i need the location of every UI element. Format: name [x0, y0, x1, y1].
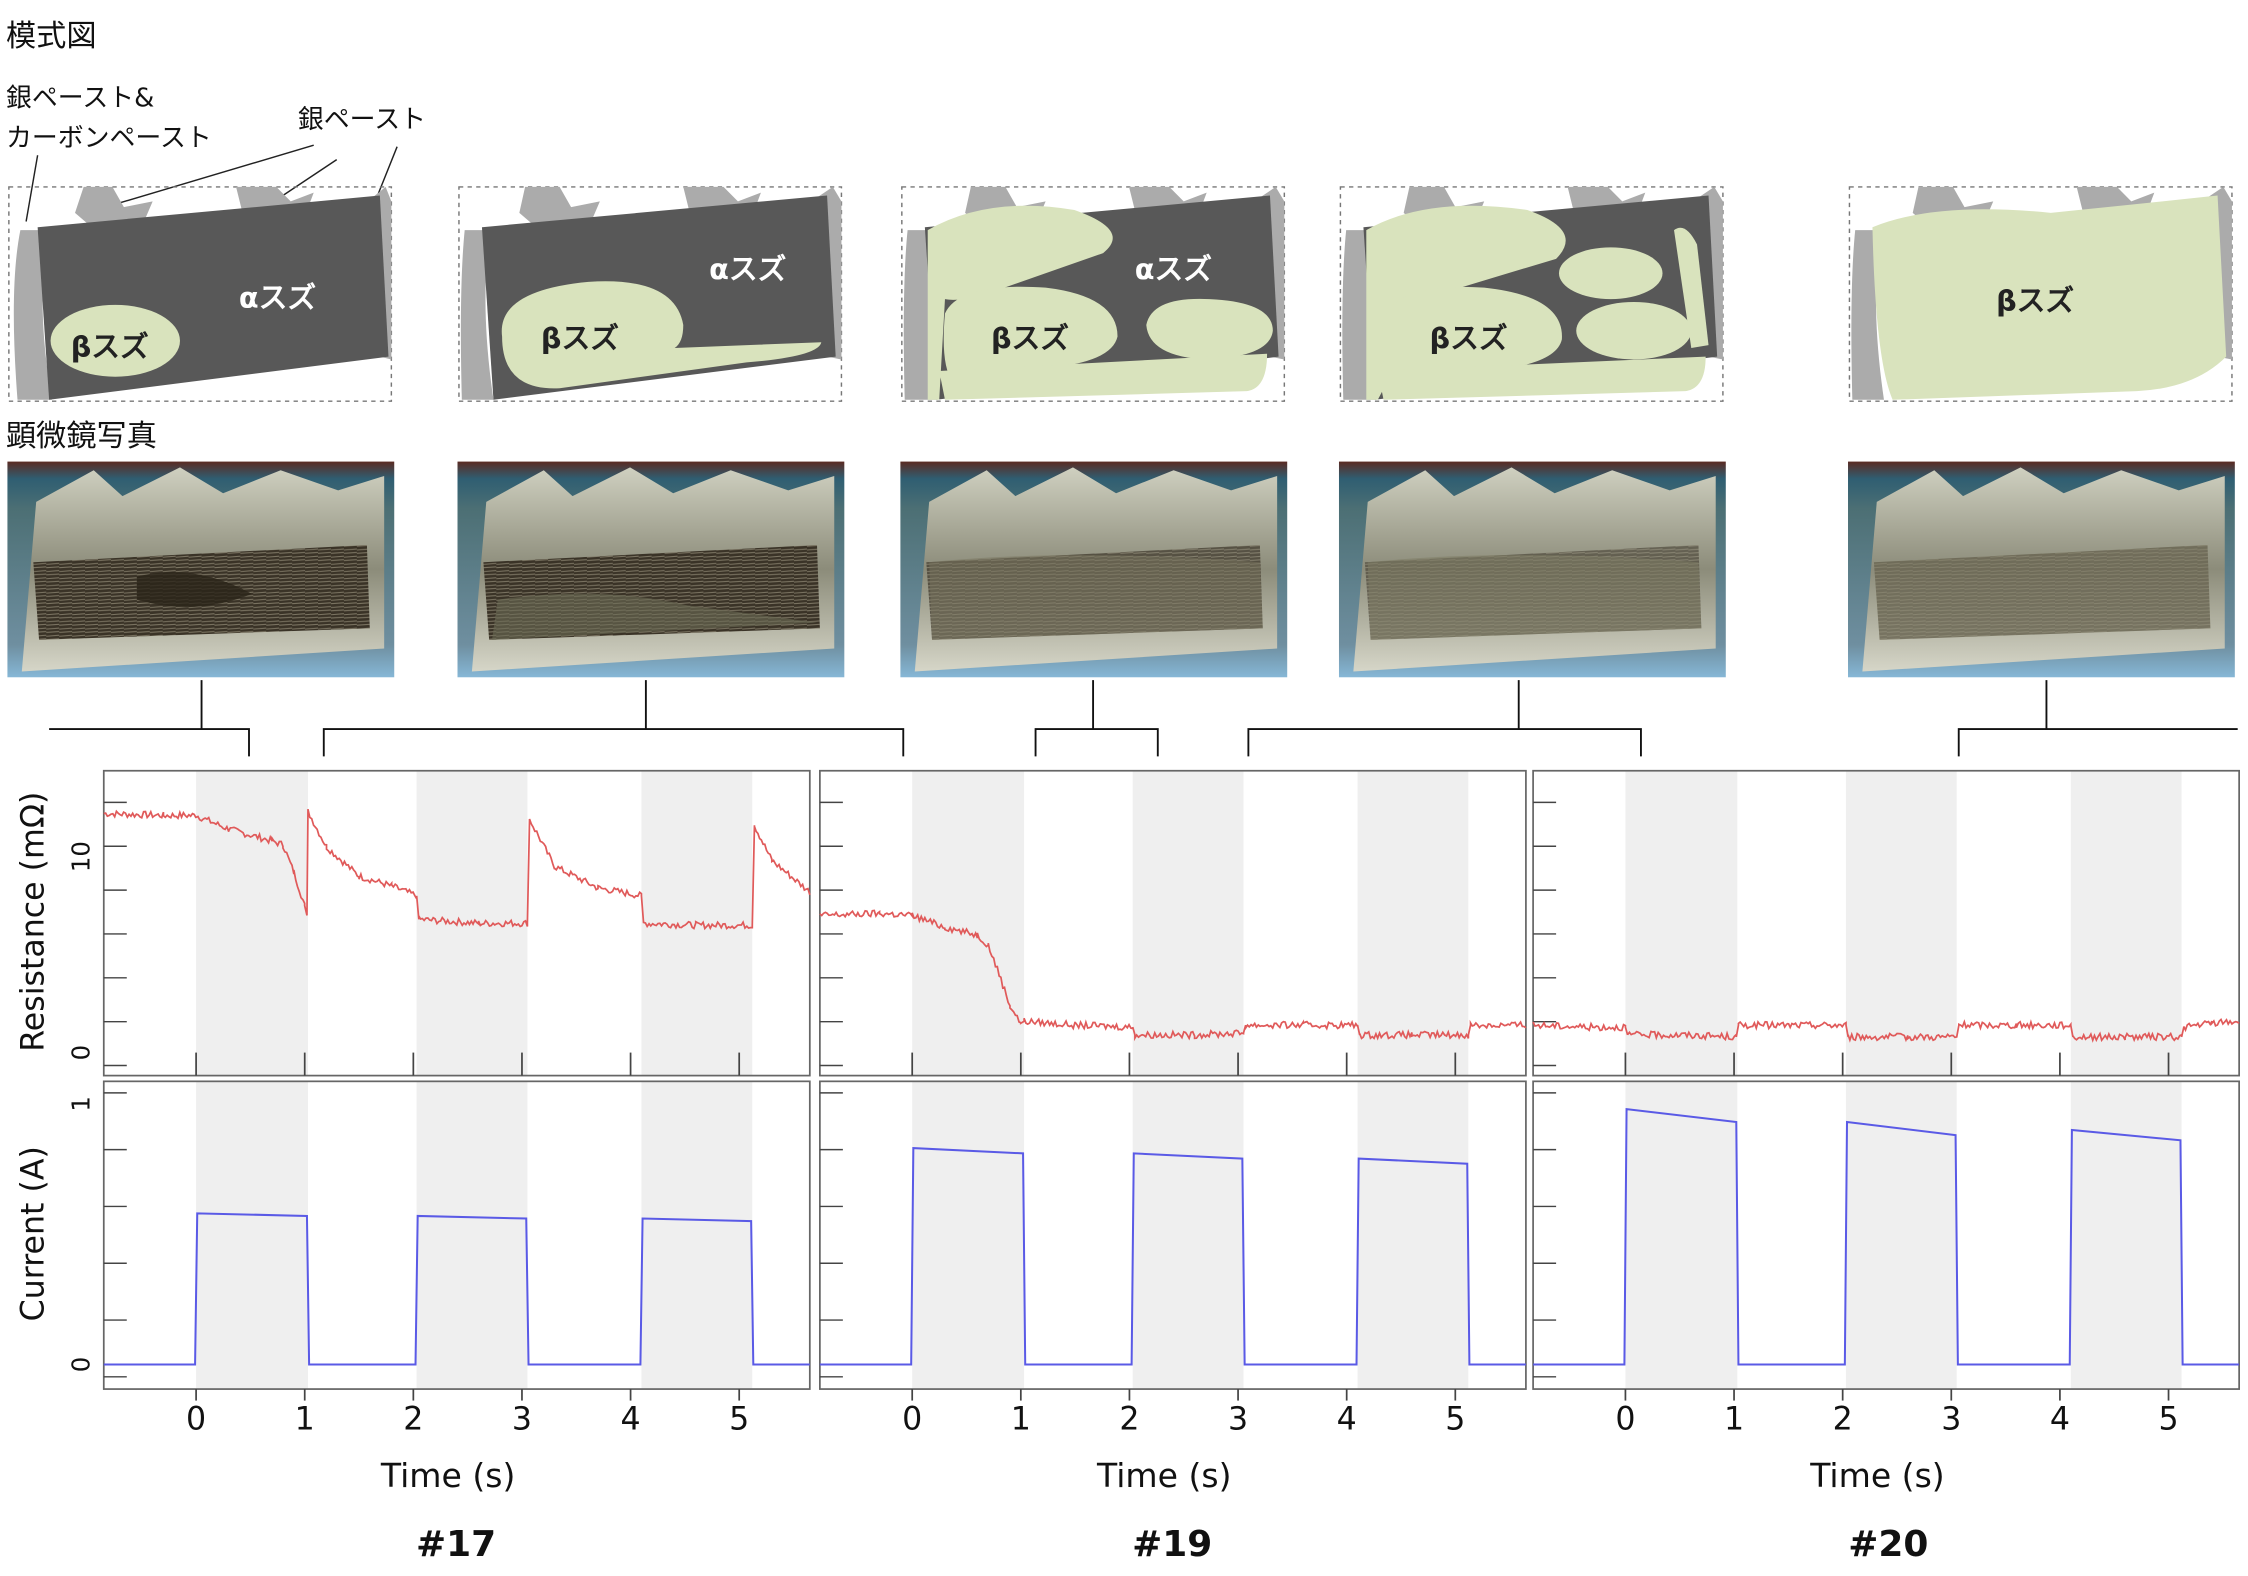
shade-resistance-1 [1132, 770, 1244, 1076]
schematic-panel-4: βスズ [1339, 186, 1724, 402]
x-tick-label: 3 [1941, 1401, 1961, 1437]
x-axis-title: Time (s) [1809, 1456, 1944, 1495]
resistance-plot-frame [1532, 769, 2240, 1077]
resistance-series-line [819, 909, 1527, 1042]
beta-tin-label: βスズ [1996, 284, 2074, 318]
current-axis-title: Current (A) [15, 1146, 51, 1321]
microscope-photo-1 [7, 461, 395, 678]
resistance-y-tick-label: 10 [66, 841, 95, 872]
schematic-panel-5: βスズ [1848, 186, 2233, 402]
x-tick-label: 1 [1724, 1401, 1744, 1437]
schematic-panel-3: βスズ αスズ [901, 186, 1286, 402]
shade-resistance-0 [912, 770, 1025, 1076]
shade-current-0 [912, 1081, 1025, 1390]
x-tick-label: 0 [1615, 1401, 1635, 1437]
beta-tin-label: βスズ [1430, 321, 1508, 355]
x-tick-label: 0 [186, 1401, 206, 1437]
x-tick-label: 4 [1337, 1401, 1357, 1437]
paste-both-label-line2: カーボンペースト [6, 124, 212, 154]
resistance-plot-frame [819, 769, 1527, 1077]
x-tick-label: 2 [1833, 1401, 1853, 1437]
microscope-photo-3 [900, 461, 1288, 678]
shade-current-1 [416, 1081, 528, 1390]
paste-both-label-line1: 銀ペースト& [6, 83, 154, 113]
current-series-line [819, 1147, 1526, 1366]
microscope-photo-5 [1848, 461, 2235, 678]
shade-current-2 [1357, 1081, 1469, 1390]
shade-resistance-0 [196, 770, 308, 1076]
shade-resistance-2 [2070, 770, 2182, 1076]
chart-panel-3: 0 1 2 3 4 5 Time (s) [1532, 769, 2240, 1495]
shade-current-2 [2070, 1081, 2182, 1390]
x-tick-label: 2 [403, 1401, 423, 1437]
current-series-line [103, 1212, 810, 1366]
schematic-panel-1: βスズ αスズ [8, 186, 393, 402]
microscope-photo-4 [1338, 461, 1726, 678]
alpha-tin-label: αスズ [239, 281, 317, 315]
sample-label-17: #17 [416, 1524, 496, 1565]
x-tick-label: 1 [1011, 1401, 1031, 1437]
resistance-y-tick-label: 0 [66, 1045, 95, 1061]
x-tick-label: 4 [2050, 1401, 2070, 1437]
sample-label-19: #19 [1132, 1524, 1212, 1565]
alpha-tin-label: αスズ [1135, 252, 1213, 286]
beta-tin-label: βスズ [71, 330, 149, 364]
shade-resistance-1 [1845, 770, 1957, 1076]
paste-silver-label: 銀ペースト [298, 105, 426, 135]
shade-resistance-2 [1357, 770, 1469, 1076]
x-tick-label: 4 [621, 1401, 641, 1437]
chart-panel-2: 0 1 2 3 4 5 Time (s) [819, 769, 1527, 1495]
x-tick-label: 3 [512, 1401, 532, 1437]
alpha-tin-label: αスズ [709, 252, 787, 286]
beta-tin-label: βスズ [991, 321, 1069, 355]
current-plot-frame [1532, 1080, 2240, 1390]
resistance-series-line [1532, 1018, 2240, 1043]
x-tick-label: 1 [295, 1401, 315, 1437]
resistance-plot-frame [102, 769, 811, 1077]
x-tick-label: 5 [2158, 1401, 2178, 1437]
current-series-line [1533, 1107, 2240, 1366]
schematic-panel-2: βスズ αスズ [458, 186, 843, 402]
x-tick-label: 0 [902, 1401, 922, 1437]
x-tick-label: 5 [1445, 1401, 1465, 1437]
microscope-photo-2 [457, 461, 845, 678]
beta-tin-label: βスズ [541, 321, 619, 355]
x-tick-label: 5 [729, 1401, 749, 1437]
current-y-tick-label: 1 [66, 1096, 95, 1112]
sample-label-20: #20 [1848, 1524, 1928, 1565]
shade-current-1 [1132, 1081, 1244, 1390]
photo-section-label: 顕微鏡写真 [6, 419, 157, 454]
shade-current-2 [641, 1081, 753, 1390]
current-plot-frame [819, 1080, 1527, 1390]
resistance-axis-title: Resistance (mΩ) [15, 792, 51, 1052]
x-tick-label: 2 [1119, 1401, 1139, 1437]
resistance-series-line [103, 808, 811, 931]
current-y-tick-label: 0 [66, 1357, 95, 1373]
schematic-section-label: 模式図 [6, 19, 97, 54]
shade-current-0 [1625, 1081, 1738, 1390]
time-range-brackets [49, 680, 2238, 757]
x-tick-label: 3 [1228, 1401, 1248, 1437]
shade-resistance-0 [1625, 770, 1738, 1076]
shade-current-1 [1845, 1081, 1957, 1390]
x-axis-title: Time (s) [380, 1456, 515, 1495]
shade-current-0 [196, 1081, 308, 1390]
x-axis-title: Time (s) [1096, 1456, 1231, 1495]
current-plot-frame [102, 1080, 811, 1390]
